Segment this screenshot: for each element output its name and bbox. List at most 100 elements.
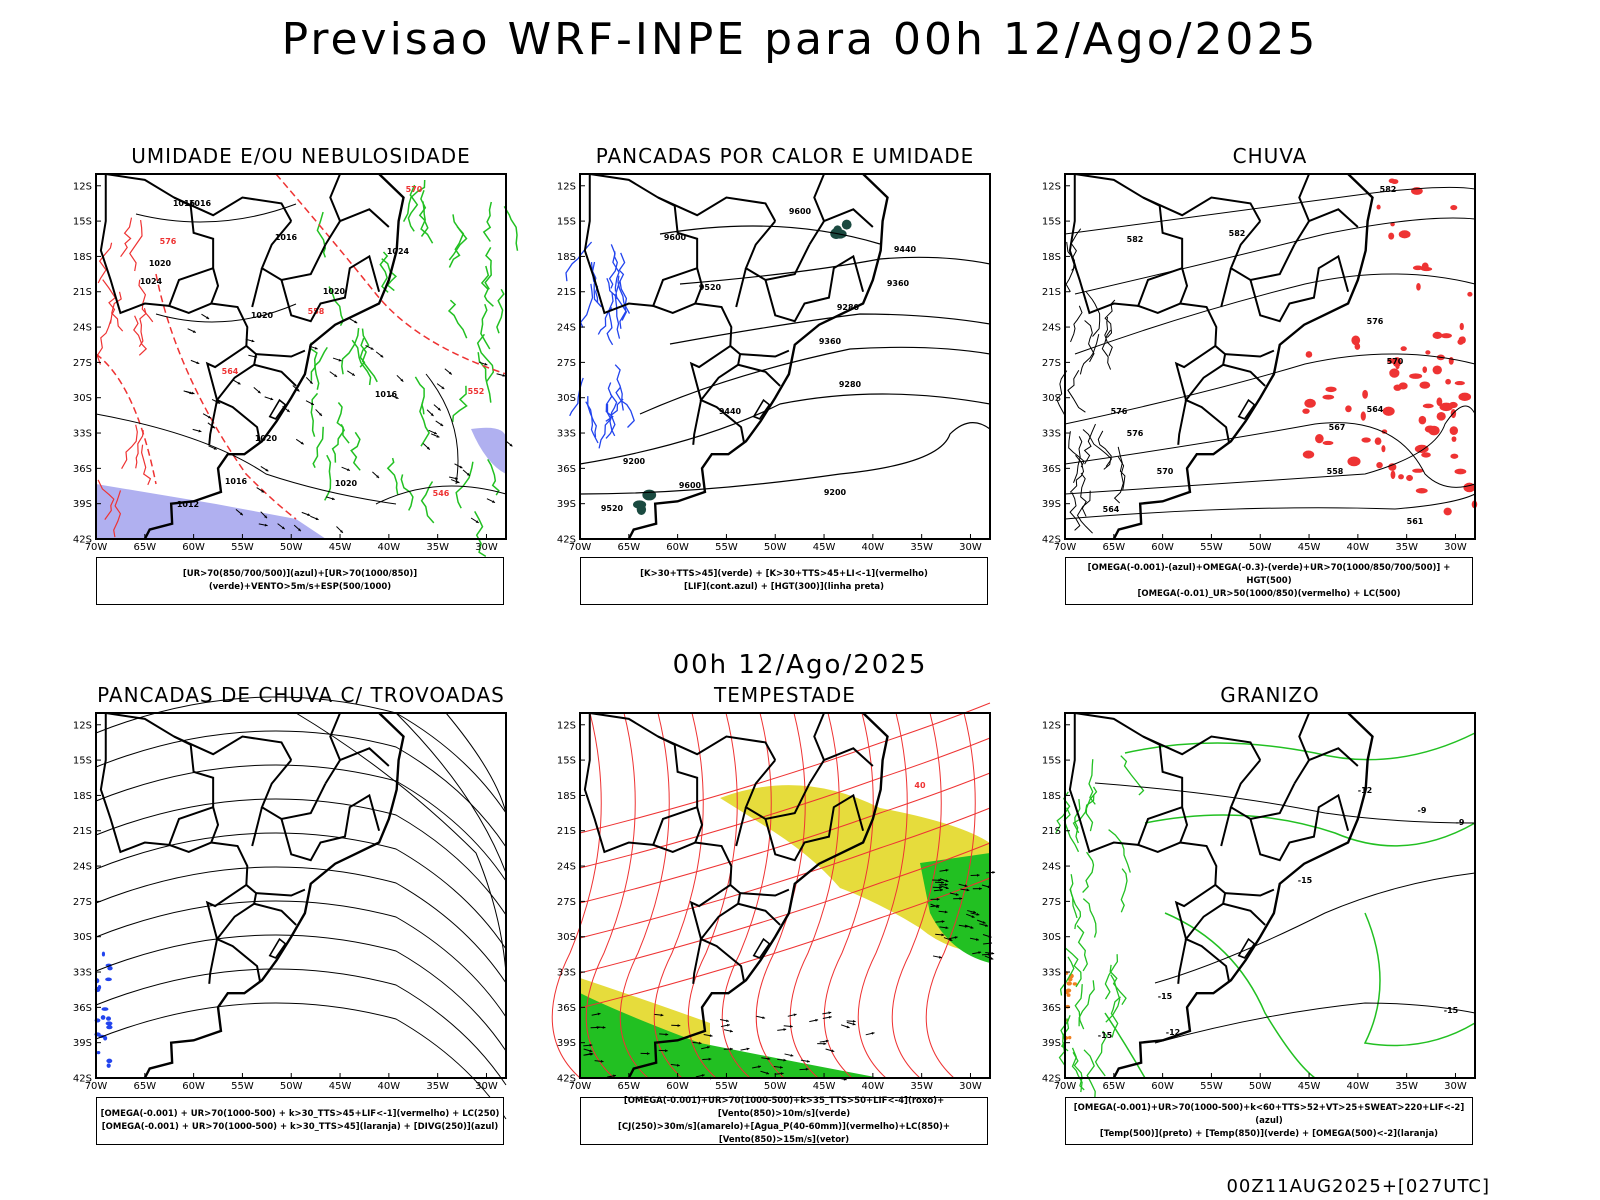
border-line [735,806,747,847]
thickness-red-contours-line [121,424,138,469]
wind-vector-head [354,320,358,324]
rain-red-areas-spot [1459,322,1464,331]
lat-tick-label: 39S [73,1038,92,1049]
lc250-streamlines [95,696,507,1120]
wind-vector-head [296,388,300,392]
border-line [1225,349,1275,358]
contour-label: 1016 [375,390,398,399]
streamline [755,712,806,1079]
wind-vector-head [938,955,942,959]
temp850-green-contours-line [1078,980,1095,1027]
contour-label: 9280 [839,380,862,389]
lat-tick-label: 36S [73,464,92,475]
lon-tick-label: 70W [569,1081,592,1092]
contour-label: 1016 [275,233,298,242]
lat-tick-label: 27S [557,358,576,369]
temp850-green-contours-line [1059,956,1075,996]
border-line [167,806,214,854]
lon-tick-label: 65W [1102,542,1125,553]
wind-vector-head [484,362,488,366]
wind-vector-head [852,1019,856,1023]
wind-vector-head [370,347,374,350]
border-line [1136,267,1183,315]
temp850-green-contours-line [1083,1049,1096,1101]
border-line [583,174,654,315]
wind-vector-head [701,1074,705,1077]
rain-red-areas-spot [1436,397,1443,406]
border-line [1249,254,1350,323]
streamline [1064,186,1476,235]
rain-red-areas-spot [1322,440,1334,446]
contour-label: 40 [914,781,926,790]
humidity-green-contours-line [420,481,435,524]
wind-vector-head [346,468,350,471]
border-line [99,174,170,315]
border-line [1225,888,1275,897]
rain-red-areas-spot [1432,365,1442,375]
lon-tick-label: 50W [1249,542,1272,553]
rain-red-areas-spot [1416,283,1421,291]
rain-red-areas-spot [1305,351,1313,358]
humidity-shade-blue [471,427,506,474]
contour-label: 1024 [387,247,410,256]
wind-vector-head [779,1065,783,1069]
humidity-green-contours-line [310,392,319,437]
wind-vector-head [646,1052,650,1055]
border-line [689,345,731,401]
unstable-area-spot [642,489,657,501]
border-line [280,793,381,862]
streamline [891,712,942,1079]
lat-tick-label: 18S [1042,791,1061,802]
contour-label: 9600 [664,233,687,242]
lon-tick-label: 50W [280,542,303,553]
rain-red-areas-spot [1302,408,1310,414]
wind-vector-head [239,512,243,516]
wind-vector-head [815,1018,819,1022]
streamline [585,712,636,1079]
lat-tick-label: 27S [73,358,92,369]
border-line [105,173,261,443]
lon-tick-label: 60W [182,542,205,553]
lat-tick-label: 15S [557,217,576,228]
contour-label: 1020 [251,311,274,320]
wind-vector-head [767,1057,771,1061]
contour-label: -15 [1298,876,1313,885]
humidity-green-contours-line [448,214,468,261]
wind-vector-head [314,346,318,350]
streamline [1064,353,1476,425]
wind-vector-head [935,905,939,908]
rain-red-areas-spot [1419,381,1431,389]
wind-vector-head [440,423,444,426]
lon-tick-label: 40W [378,1081,401,1092]
rain-red-areas-spot [1345,405,1352,413]
contour-label: 564 [222,367,239,376]
wind-vector-head [189,391,193,395]
wind-vector-head [441,386,445,390]
lon-tick-label: 70W [1054,1081,1077,1092]
lc-contours-line [1069,454,1085,493]
lat-tick-label: 12S [557,720,576,731]
streamline [925,712,976,1079]
lon-tick-label: 35W [1395,1081,1418,1092]
lc-contours-line [1082,429,1113,467]
humidity-green-contours-line [336,402,350,444]
lon-tick-label: 65W [617,1081,640,1092]
thickness-red-contours-line [133,315,148,356]
humidity-green-contours-line [420,201,434,244]
humidity-green-contours-line [316,211,327,258]
lat-tick-label: 24S [1042,862,1061,873]
streamline [579,877,991,1009]
border-line [744,220,811,282]
border-line [251,806,263,847]
rain-red-areas-spot [1459,336,1466,344]
lon-tick-label: 30W [1444,542,1467,553]
lif-blue-contours-line [608,251,618,289]
border-line [329,712,341,761]
wind-vector-head [708,1057,712,1061]
lc-contours-line [1097,430,1112,470]
wind-vector-head [454,477,458,480]
map-frame [1064,173,1476,540]
contour-label: 567 [1329,423,1346,432]
border-line [1229,220,1296,282]
wind-vector-head [430,413,434,416]
